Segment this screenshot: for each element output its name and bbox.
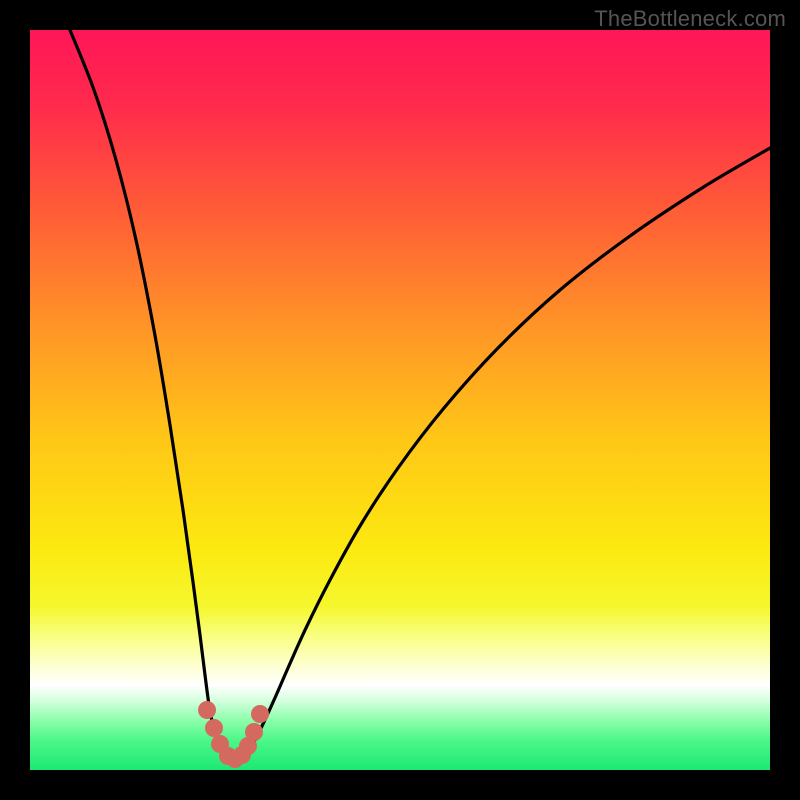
marker-dot (205, 719, 223, 737)
marker-dot (198, 701, 216, 719)
bottleneck-curve-chart (30, 30, 770, 770)
plot-area (30, 30, 770, 770)
marker-dot (245, 723, 263, 741)
gradient-background (30, 30, 770, 770)
watermark-text: TheBottleneck.com (594, 6, 786, 32)
chart-frame: TheBottleneck.com (0, 0, 800, 800)
marker-dot (251, 705, 269, 723)
